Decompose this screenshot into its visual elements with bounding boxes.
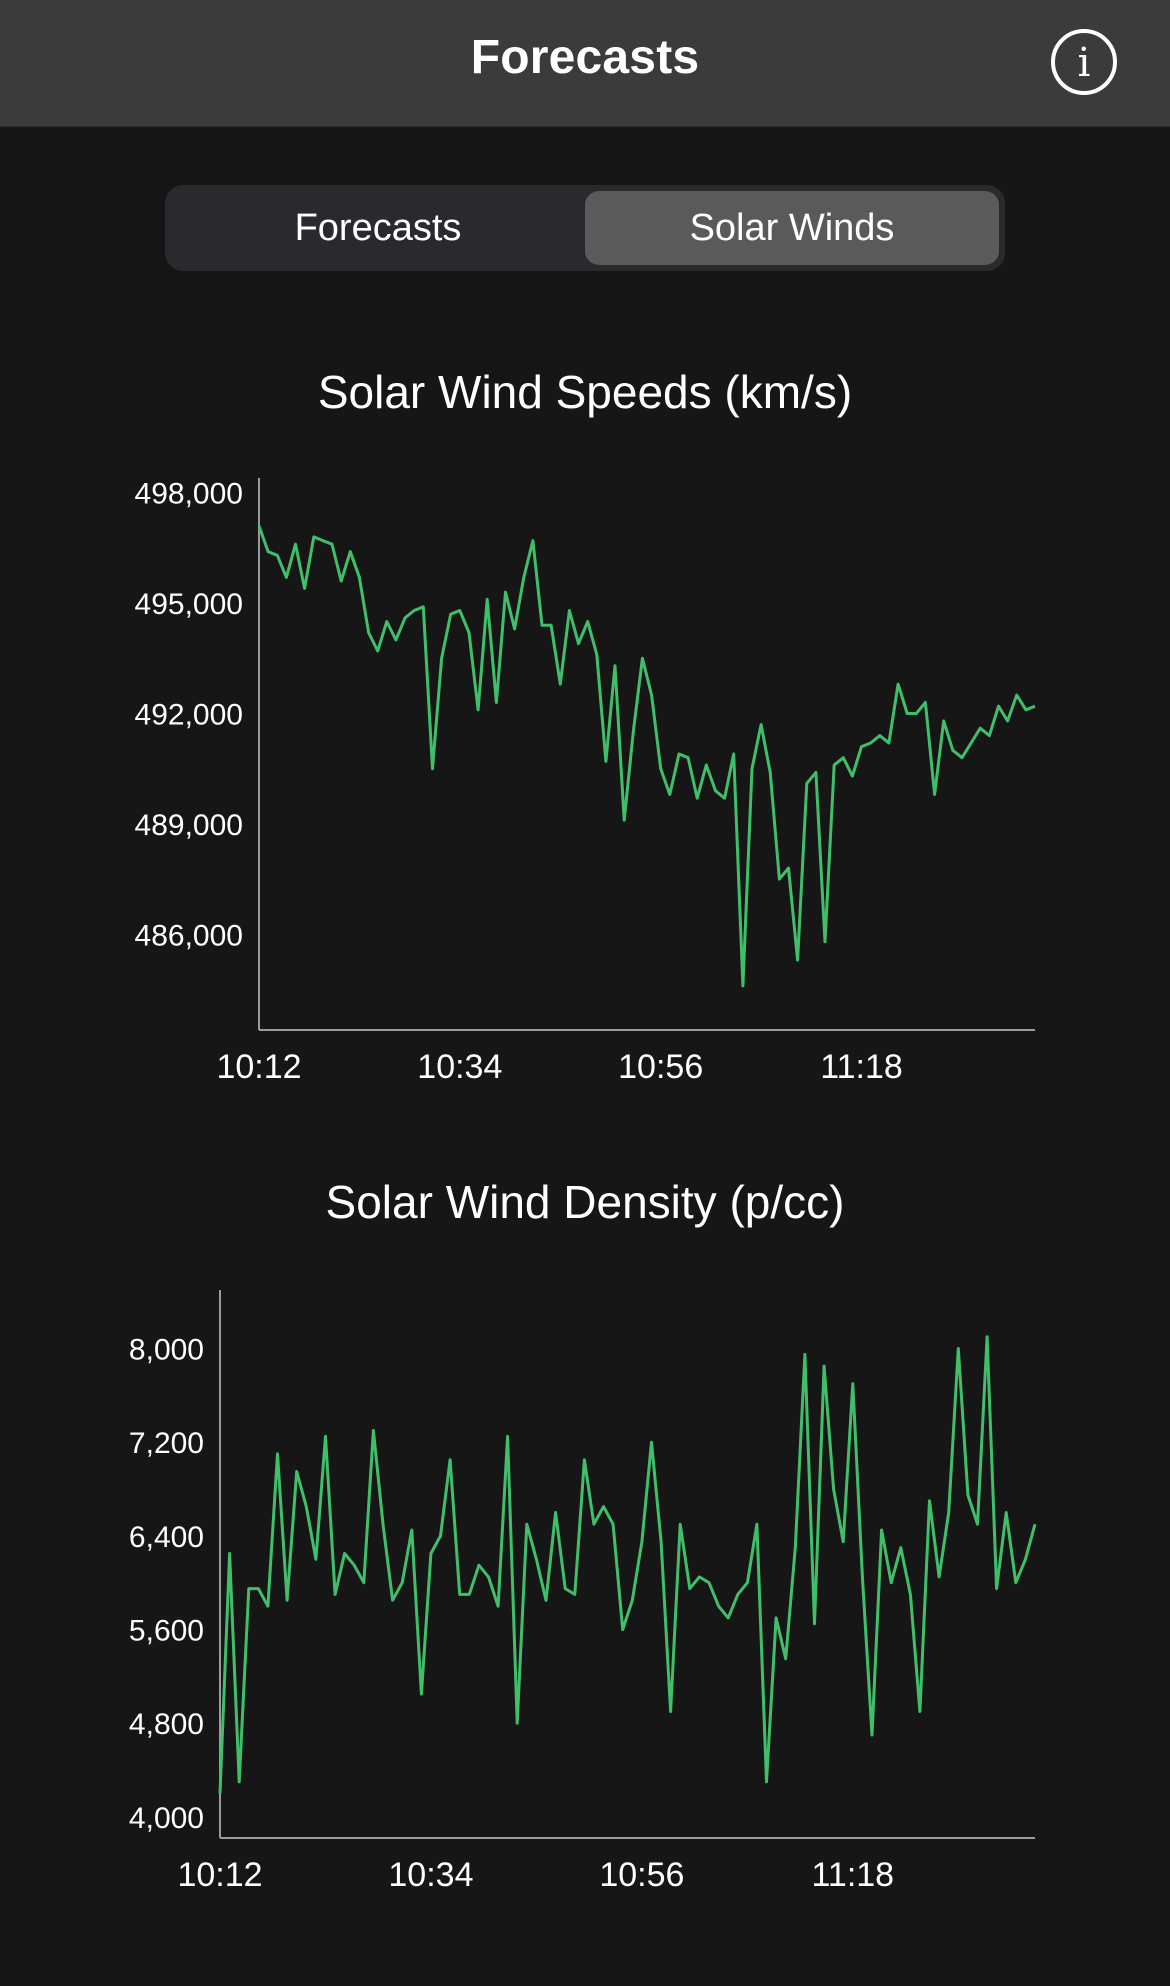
speed-x-tick-label: 11:18 [820, 1048, 903, 1080]
density-x-tick-label: 10:34 [388, 1856, 473, 1890]
speed-x-tick-label: 10:56 [618, 1048, 703, 1080]
speed-y-tick-label: 495,000 [135, 588, 243, 621]
solar-wind-speed-chart: 486,000 489,000 492,000 495,000 498,000 10:12… [135, 478, 1036, 1080]
navigation-bar: Forecasts i [0, 0, 1170, 126]
density-x-tick-label: 10:56 [599, 1856, 684, 1890]
speed-x-tick-label: 10:34 [417, 1048, 502, 1080]
density-x-tick-label: 11:18 [812, 1856, 895, 1890]
density-x-tick-label: 10:12 [177, 1856, 262, 1890]
density-y-tick-label: 8,000 [129, 1334, 204, 1367]
density-y-tick-label: 4,000 [129, 1802, 204, 1835]
solar-wind-density-chart: 4,000 4,800 5,600 6,400 7,200 8,000 10:12 10:34… [129, 1290, 1037, 1890]
density-y-tick-label: 4,800 [129, 1708, 204, 1741]
segment-forecasts[interactable]: Forecasts [294, 206, 462, 249]
density-y-tick-label: 7,200 [129, 1427, 204, 1460]
speed-y-tick-label: 498,000 [135, 478, 243, 511]
speed-series-line [257, 525, 1036, 988]
info-circle-icon[interactable]: i [1051, 29, 1117, 95]
density-chart-title: Solar Wind Density (p/cc) [325, 1176, 845, 1228]
density-y-tick-label: 5,600 [129, 1615, 204, 1648]
speed-x-tick-label: 10:12 [216, 1048, 301, 1080]
density-series-line [218, 1335, 1037, 1794]
speed-y-tick-label: 489,000 [135, 809, 243, 842]
speed-y-tick-label: 486,000 [135, 919, 243, 952]
segmented-control: Forecasts Solar Winds [165, 185, 1005, 271]
density-y-tick-label: 6,400 [129, 1521, 204, 1554]
speed-y-tick-label: 492,000 [135, 699, 243, 732]
segment-solar-winds[interactable]: Solar Winds [585, 191, 999, 265]
speed-chart-title: Solar Wind Speeds (km/s) [317, 366, 853, 418]
page-title: Forecasts [470, 31, 700, 84]
